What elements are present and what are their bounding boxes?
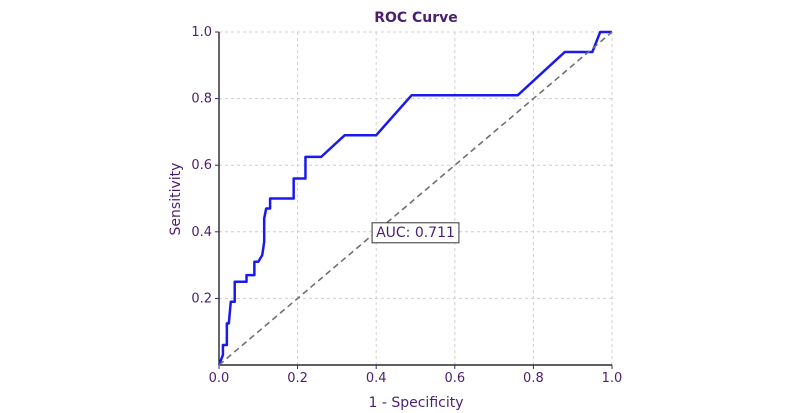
roc-curve-line bbox=[217, 30, 612, 366]
series bbox=[217, 30, 613, 366]
annotations: AUC: 0.711 bbox=[371, 222, 460, 244]
chart-title: ROC Curve bbox=[374, 10, 458, 26]
x-tick-label-5: 1.0 bbox=[602, 371, 623, 386]
y-tick-label-3: 0.8 bbox=[191, 92, 212, 107]
chance-diagonal-line bbox=[218, 31, 613, 366]
x-tick-label-3: 0.6 bbox=[444, 371, 465, 386]
x-tick-label-1: 0.2 bbox=[287, 371, 308, 386]
x-axis-label: 1 - Specificity bbox=[368, 395, 463, 411]
x-tick-label-4: 0.8 bbox=[523, 371, 544, 386]
auc-box bbox=[371, 222, 460, 244]
y-tick-label-0: 0.2 bbox=[191, 291, 212, 306]
y-tick-label-4: 1.0 bbox=[191, 25, 212, 40]
y-axis-label: Sensitivity bbox=[168, 163, 184, 236]
ticks: 0.0 0.2 0.4 0.6 0.8 1.0 0.2 0.4 0.6 0.8 1.0 bbox=[191, 25, 622, 386]
y-tick-label-2: 0.6 bbox=[191, 158, 212, 173]
auc-label: AUC: 0.711 bbox=[376, 225, 455, 241]
axes bbox=[218, 32, 612, 366]
grid bbox=[219, 31, 613, 365]
x-tick-label-0: 0.0 bbox=[209, 371, 230, 386]
y-tick-label-1: 0.4 bbox=[191, 225, 212, 240]
x-tick-label-2: 0.4 bbox=[366, 371, 387, 386]
